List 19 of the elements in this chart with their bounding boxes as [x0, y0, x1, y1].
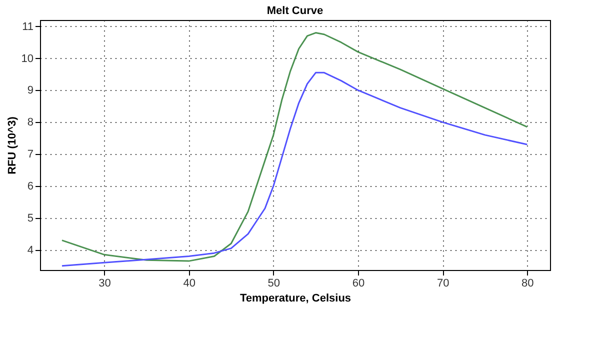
line-series — [61, 72, 528, 267]
x-tick-label: 40 — [183, 278, 196, 290]
x-tick-label: 50 — [268, 278, 280, 290]
y-tick-label: 8 — [27, 116, 34, 129]
y-tick-label: 5 — [27, 212, 34, 224]
x-tick-label: 30 — [98, 278, 111, 290]
x-tick-label: 60 — [352, 278, 365, 290]
y-tick-label: 10 — [21, 52, 34, 65]
chart-title: Melt Curve — [266, 5, 324, 17]
y-tick-label: 6 — [27, 180, 34, 193]
y-axis-title: RFU (10^3) — [6, 116, 18, 174]
y-tick-label: 11 — [22, 20, 34, 33]
line-series — [61, 32, 528, 262]
x-tick-label: 80 — [522, 278, 534, 290]
x-axis-title: Temperature, Celsius — [240, 292, 352, 304]
y-tick-label: 9 — [27, 84, 34, 97]
y-tick-label: 4 — [27, 244, 34, 256]
y-tick-label: 7 — [27, 148, 34, 161]
x-tick-label: 70 — [436, 278, 450, 290]
